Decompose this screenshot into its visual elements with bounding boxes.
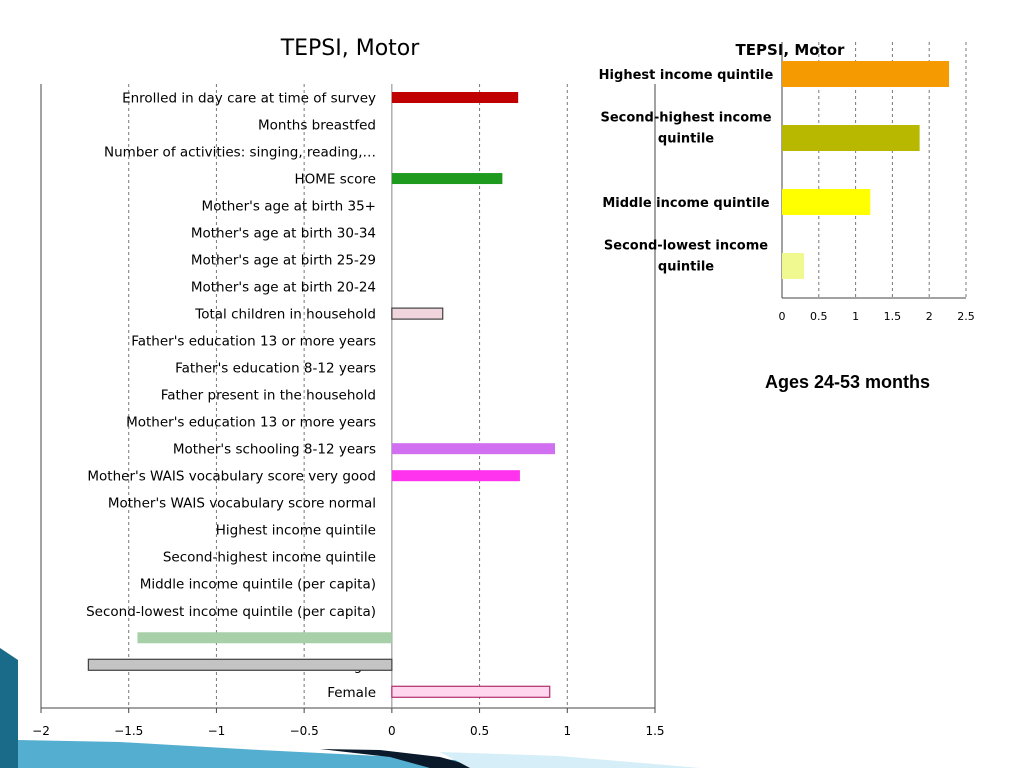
decor-pale-wave — [440, 752, 700, 768]
left-category-label: Second-highest income quintile — [163, 550, 376, 566]
right-bar — [782, 61, 950, 87]
left-x-tick-label: −1 — [208, 724, 226, 738]
left-bar — [391, 470, 520, 482]
left-category-label: Months breastfed — [258, 118, 376, 134]
left-bar — [391, 685, 551, 698]
left-category-label: Total children in household — [194, 307, 376, 323]
right-x-tick-label: 0.5 — [810, 310, 828, 323]
left-category-label: Father's education 8-12 years — [175, 361, 376, 377]
left-bar-chart: TEPSI, Motor −2 −1.5 −1 −0.5 0 0.5 1 1.5 Enrolled… — [32, 36, 664, 738]
left-category-label: Middle income quintile (per capita) — [140, 577, 376, 593]
left-category-label: Female — [327, 685, 376, 701]
right-category-label: quintile — [658, 260, 714, 275]
left-category-label: Mother's age at birth 35+ — [202, 199, 376, 215]
left-category-label: Enrolled in day care at time of survey — [122, 91, 376, 107]
left-x-tick-label: 1.5 — [645, 724, 664, 738]
left-bar — [137, 632, 392, 644]
left-category-label: Father present in the household — [161, 388, 376, 404]
left-category-label: Mother's education 13 or more years — [126, 415, 376, 431]
left-category-label: Mother's WAIS vocabulary score very good — [87, 469, 376, 485]
left-bar — [87, 658, 393, 671]
left-x-tick-label: −0.5 — [290, 724, 319, 738]
left-category-label: Mother's WAIS vocabulary score normal — [108, 496, 376, 512]
left-chart-title: TEPSI, Motor — [280, 36, 421, 61]
left-bar — [391, 92, 519, 104]
left-bar — [391, 173, 503, 185]
right-x-tick-label: 1.5 — [884, 310, 902, 323]
right-bar — [782, 125, 920, 151]
left-category-label: Mother's age at birth 30-34 — [191, 226, 376, 242]
age-range-caption: Ages 24-53 months — [765, 372, 931, 392]
right-x-tick-label: 2 — [926, 310, 933, 323]
left-category-label: HOME score — [294, 172, 376, 188]
left-category-label: Mother's schooling 8-12 years — [173, 442, 376, 458]
left-category-label: Mother's age at birth 25-29 — [191, 253, 376, 269]
right-x-tick-label: 1 — [852, 310, 859, 323]
left-x-tick-label: 0.5 — [470, 724, 489, 738]
left-x-tick-label: −2 — [32, 724, 50, 738]
left-category-label: Father's education 13 or more years — [131, 334, 376, 350]
left-category-label: Number of activities: singing, reading,… — [104, 145, 376, 161]
left-x-tick-label: 0 — [388, 724, 396, 738]
left-category-label: Highest income quintile — [216, 523, 376, 539]
right-category-label: Second-lowest income — [604, 239, 768, 254]
decor-black-stroke — [320, 749, 480, 768]
right-category-label: quintile — [658, 132, 714, 147]
left-category-label: Mother's age at birth 20-24 — [191, 280, 376, 296]
left-bar — [391, 307, 444, 320]
right-x-tick-label: 2.5 — [957, 310, 975, 323]
left-bar — [391, 443, 556, 455]
decor-dark-band — [0, 648, 18, 768]
right-category-label: Middle income quintile — [602, 196, 769, 211]
left-x-tick-label: 1 — [563, 724, 571, 738]
left-category-label: Second-lowest income quintile (per capit… — [86, 604, 376, 620]
right-bar-chart: TEPSI, Motor 0 0.5 1 1.5 2 2.5 Highest income q… — [599, 41, 975, 323]
right-x-tick-label: 0 — [779, 310, 786, 323]
right-chart-title: TEPSI, Motor — [736, 41, 845, 59]
left-x-tick-label: −1.5 — [114, 724, 143, 738]
right-category-label: Highest income quintile — [599, 68, 774, 83]
right-bar — [782, 189, 871, 215]
right-category-label: Second-highest income — [600, 111, 771, 126]
right-bar — [782, 253, 805, 279]
